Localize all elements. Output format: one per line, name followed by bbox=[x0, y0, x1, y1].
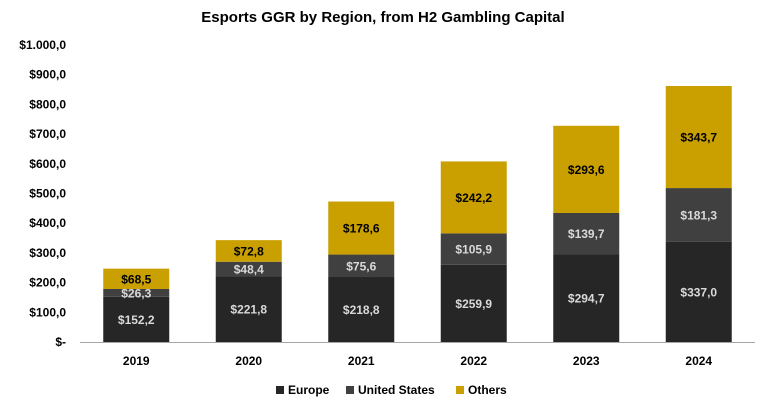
data-label: $337,0 bbox=[680, 285, 717, 299]
y-tick-label: $300,0 bbox=[29, 246, 66, 260]
legend: Europe United States Others bbox=[276, 383, 507, 397]
x-tick-label: 2021 bbox=[348, 354, 375, 368]
bar-segment-united-states bbox=[665, 188, 732, 242]
bar-segment-others bbox=[215, 240, 282, 262]
y-tick-label: $800,0 bbox=[29, 97, 66, 111]
data-label: $75,6 bbox=[346, 259, 376, 273]
data-label: $259,9 bbox=[455, 297, 492, 311]
chart-title: Esports GGR by Region, from H2 Gambling … bbox=[201, 9, 564, 26]
y-tick-label: $100,0 bbox=[29, 305, 66, 319]
bar-segment-europe bbox=[328, 277, 395, 342]
y-tick-label: $- bbox=[55, 335, 66, 349]
legend-item-europe: Europe bbox=[276, 383, 330, 397]
data-label: $294,7 bbox=[568, 292, 605, 306]
x-tick-label: 2023 bbox=[573, 354, 600, 368]
data-label: $152,2 bbox=[118, 313, 155, 327]
y-tick-label: $1.000,0 bbox=[19, 38, 66, 52]
bar-segment-others bbox=[665, 85, 732, 189]
data-label: $293,6 bbox=[568, 163, 605, 177]
y-tick-label: $900,0 bbox=[29, 68, 66, 82]
data-label: $221,8 bbox=[230, 303, 267, 317]
x-tick-label: 2020 bbox=[235, 354, 262, 368]
bar-segment-europe bbox=[665, 241, 732, 342]
legend-swatch bbox=[276, 386, 284, 394]
legend-item-united-states: United States bbox=[346, 383, 435, 397]
bar-stack-2021: $218,8 $75,6 $178,6 bbox=[328, 201, 395, 342]
y-axis: $- $100,0 $200,0 $300,0 $400,0 $500,0 $600,0 $7… bbox=[19, 38, 66, 349]
legend-swatch bbox=[456, 386, 464, 394]
bar-segment-others bbox=[103, 268, 170, 289]
data-label: $178,6 bbox=[343, 222, 380, 236]
x-tick-label: 2022 bbox=[460, 354, 487, 368]
x-tick-label: 2024 bbox=[685, 354, 712, 368]
legend-label: Others bbox=[468, 383, 507, 397]
bar-stack-2023: $294,7 $139,7 $293,6 bbox=[553, 125, 620, 342]
legend-item-others: Others bbox=[456, 383, 507, 397]
bar-segment-europe bbox=[553, 254, 620, 342]
x-axis: 2019 2020 2021 2022 2023 2024 bbox=[80, 342, 755, 368]
bar-segment-others bbox=[553, 125, 620, 213]
y-tick-label: $700,0 bbox=[29, 127, 66, 141]
legend-label: United States bbox=[358, 383, 435, 397]
bar-segment-united-states bbox=[553, 212, 620, 255]
data-label: $48,4 bbox=[234, 262, 264, 276]
data-label: $68,5 bbox=[121, 272, 151, 286]
data-label: $26,3 bbox=[121, 286, 151, 300]
bar-segment-united-states bbox=[328, 254, 395, 278]
bar-stack-2022: $259,9 $105,9 $242,2 bbox=[440, 161, 507, 342]
bar-stack-2024: $337,0 $181,3 $343,7 bbox=[665, 85, 732, 342]
data-label: $105,9 bbox=[455, 243, 492, 257]
y-tick-label: $500,0 bbox=[29, 187, 66, 201]
legend-swatch bbox=[346, 386, 354, 394]
x-tick-label: 2019 bbox=[123, 354, 150, 368]
y-tick-label: $600,0 bbox=[29, 157, 66, 171]
bar-segment-united-states bbox=[440, 233, 507, 265]
y-tick-label: $400,0 bbox=[29, 216, 66, 230]
bar-segment-others bbox=[440, 161, 507, 234]
bar-segment-europe bbox=[440, 264, 507, 342]
data-label: $218,8 bbox=[343, 303, 380, 317]
legend-label: Europe bbox=[288, 383, 330, 397]
data-label: $181,3 bbox=[680, 208, 717, 222]
data-label: $139,7 bbox=[568, 227, 605, 241]
data-label: $242,2 bbox=[455, 191, 492, 205]
bars: $152,2 $26,3$68,5 $221,8 $48,4 $72,8 $218,8 $7… bbox=[103, 85, 732, 342]
bar-segment-europe bbox=[103, 296, 170, 342]
bar-segment-others bbox=[328, 201, 395, 255]
bar-segment-united-states bbox=[103, 288, 170, 297]
data-label: $72,8 bbox=[234, 244, 264, 258]
bar-segment-united-states bbox=[215, 261, 282, 277]
data-label: $343,7 bbox=[680, 131, 717, 145]
bar-stack-2019: $152,2 $26,3$68,5 bbox=[103, 268, 170, 342]
bar-segment-europe bbox=[215, 276, 282, 342]
bar-stack-2020: $221,8 $48,4 $72,8 bbox=[215, 240, 282, 342]
y-tick-label: $200,0 bbox=[29, 276, 66, 290]
